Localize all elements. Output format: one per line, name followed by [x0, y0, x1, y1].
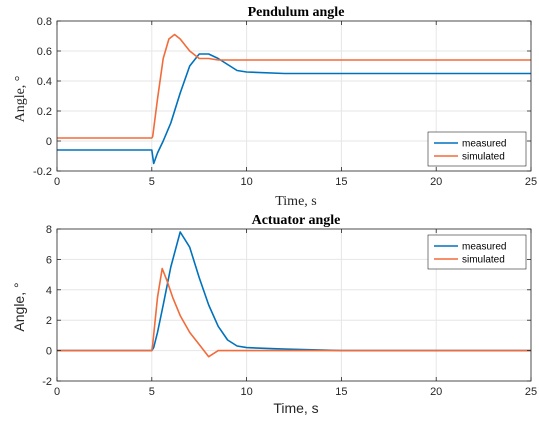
y-tick-label: 4 [46, 285, 52, 297]
legend-entry-simulated: simulated [462, 152, 505, 163]
y-tick-label: 0.2 [37, 106, 52, 118]
pendulum-xlabel: Time, s [275, 194, 317, 209]
series-line-simulated [57, 33, 531, 139]
pendulum-axes-frame [56, 20, 532, 172]
x-tick-label: 5 [149, 176, 155, 188]
actuator-ylabel: Angle, ° [11, 282, 27, 331]
actuator-angle-title: Actuator angle [252, 213, 341, 228]
y-tick-label: 0 [46, 136, 52, 148]
x-tick-label: 0 [54, 176, 60, 188]
pendulum-angle-title: Pendulum angle [248, 5, 345, 20]
legend-box [427, 131, 527, 167]
pendulum-legend: measured simulated [427, 131, 527, 167]
x-tick-label: 25 [525, 176, 537, 188]
y-tick-label: 0 [46, 346, 52, 358]
y-tick-label: -2 [42, 376, 52, 388]
legend-entry-simulated: simulated [462, 255, 505, 266]
legend-entry-measured: measured [462, 139, 506, 150]
x-tick-label: 10 [240, 386, 252, 398]
pendulum-ticks: 0 5 10 15 20 25-0.200.20.40.60.8 [33, 16, 537, 188]
x-tick-label: 15 [335, 386, 347, 398]
y-tick-label: 2 [46, 315, 52, 327]
pendulum-angle-subplot: Pendulum angle 0 5 10 15 20 25-0.200.20.40.60… [13, 5, 537, 209]
x-tick-label: 25 [525, 386, 537, 398]
y-tick-label: -0.2 [33, 166, 52, 178]
actuator-legend: measured simulated [427, 234, 527, 270]
y-tick-label: 0.8 [37, 16, 52, 28]
pendulum-ylabel: Angle, ° [13, 76, 28, 123]
actuator-series [57, 231, 531, 358]
x-tick-label: 10 [240, 176, 252, 188]
x-tick-label: 20 [430, 176, 442, 188]
legend-box [427, 234, 527, 270]
legend-entry-measured: measured [462, 242, 506, 253]
pendulum-series [57, 33, 531, 165]
x-tick-label: 15 [335, 176, 347, 188]
x-tick-label: 5 [149, 386, 155, 398]
x-tick-label: 0 [54, 386, 60, 398]
y-tick-label: 0.4 [37, 76, 52, 88]
actuator-axes-frame [56, 228, 532, 382]
y-tick-label: 6 [46, 254, 52, 266]
series-line-simulated [57, 267, 531, 358]
series-line-measured [57, 53, 531, 165]
x-tick-label: 20 [430, 386, 442, 398]
y-tick-label: 0.6 [37, 46, 52, 58]
actuator-xlabel: Time, s [273, 400, 318, 416]
y-tick-label: 8 [46, 224, 52, 236]
